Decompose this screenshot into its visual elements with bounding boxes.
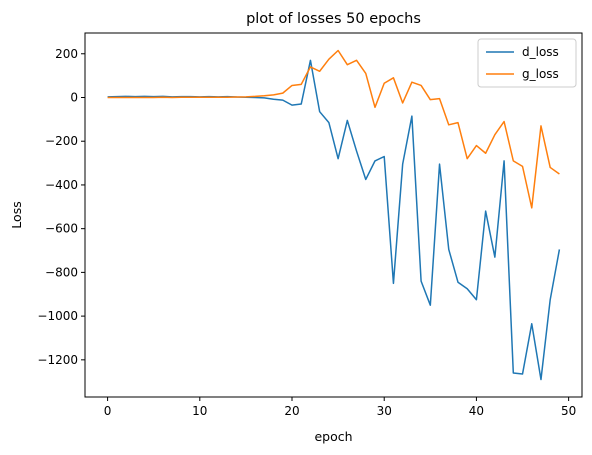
series-line-g-loss [107,49,560,209]
x-axis-label: epoch [314,429,352,444]
legend-label: g_loss [522,67,559,81]
x-tick-label: 50 [561,404,576,418]
legend-box [477,38,577,88]
y-axis-label: Loss [9,201,24,228]
axes-frame [84,32,583,398]
y-tick-label: −600 [45,222,78,236]
y-tick-label: −1000 [37,309,78,323]
y-tick-label: 0 [70,90,78,104]
y-tick-label: −400 [45,178,78,192]
series-line-d-loss [107,59,561,381]
y-tick-label: −200 [45,134,78,148]
legend-label: d_loss [522,45,559,59]
y-tick-label: −1200 [37,353,78,367]
x-tick-label: 30 [377,404,392,418]
x-tick-label: 0 [104,404,112,418]
chart-title: plot of losses 50 epochs [246,11,421,27]
x-axis: 0 10 20 30 40 50 [104,397,576,418]
y-axis: −1200 −1000 −800 −600 −400 −200 0 200 [37,47,85,367]
x-tick-label: 20 [284,404,299,418]
x-tick-label: 40 [469,404,484,418]
legend: d_loss g_loss [477,38,577,88]
plot-area [107,49,561,381]
y-tick-label: 200 [55,47,78,61]
y-tick-label: −800 [45,265,78,279]
x-tick-label: 10 [192,404,207,418]
